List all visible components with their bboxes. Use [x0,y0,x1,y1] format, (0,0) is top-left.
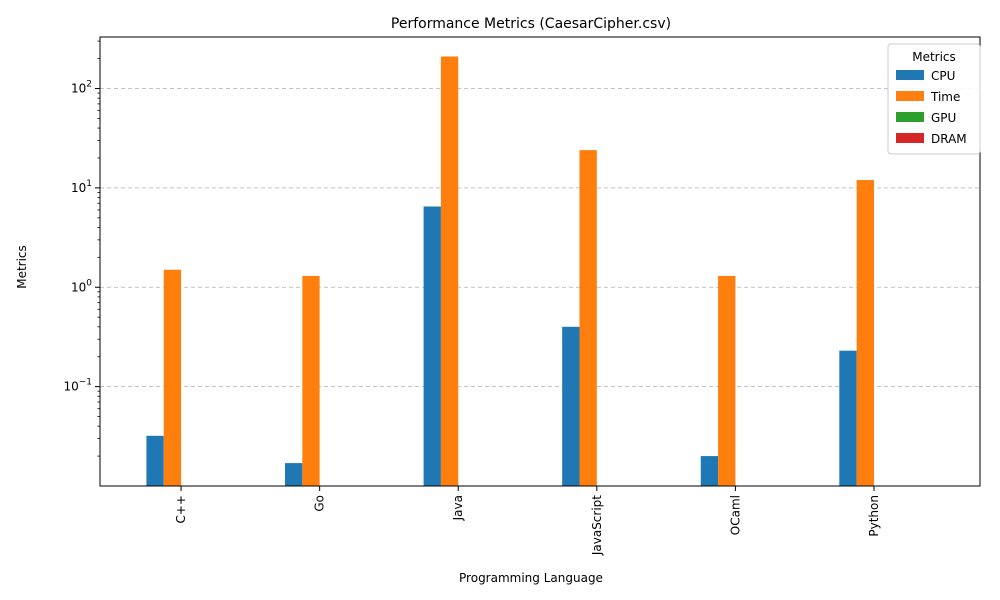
y-tick-label: 10−1 [63,378,92,394]
x-tick-label: C++ [174,495,188,524]
legend-label-dram: DRAM [931,132,967,146]
y-tick-label: 101 [71,179,92,195]
y-tick-mantissa: 10 [71,82,86,96]
y-axis-label: Metrics [15,245,29,289]
bar-cpu-python [839,350,857,486]
x-tick-label: Python [867,495,881,537]
legend: Metrics CPU Time GPU DRAM [887,43,981,155]
y-tick-mantissa: 10 [71,181,86,195]
y-tick-exponent: −1 [79,378,92,388]
bar-cpu-javascript [562,326,580,486]
bar-cpu-c [146,435,164,486]
y-tick-exponent: 0 [86,278,92,288]
y-tick-exponent: 2 [86,80,92,90]
bar-time-c [163,269,182,486]
legend-swatch-dram [896,133,924,143]
x-axis-label: Programming Language [459,571,603,585]
x-tick-label: JavaScript [590,495,604,556]
x-tick-label: OCaml [728,495,742,535]
y-tick-exponent: 1 [86,179,92,189]
legend-label-gpu: GPU [931,111,956,125]
legend-label-cpu: CPU [931,69,955,83]
x-tick-label: Go [313,495,327,512]
legend-swatch-time [896,91,924,101]
legend-label-time: Time [930,90,960,104]
bar-time-javascript [579,150,597,487]
y-tick-mantissa: 10 [71,280,86,294]
bar-time-java [440,56,459,487]
bar-cpu-ocaml [700,456,719,486]
y-tick-label: 100 [71,278,92,294]
legend-title: Metrics [912,50,956,64]
legend-swatch-cpu [896,70,924,80]
bar-cpu-java [423,206,441,486]
bars-layer [146,56,874,487]
bar-cpu-go [285,463,303,486]
chart-title: Performance Metrics (CaesarCipher.csv) [391,16,671,32]
bar-time-go [302,275,320,486]
bar-time-ocaml [718,275,736,486]
y-tick-mantissa: 10 [63,380,78,394]
x-tick-label: Java [451,495,465,521]
y-tick-label: 102 [71,80,92,96]
plot-frame [99,36,981,487]
bar-time-python [856,180,874,487]
legend-swatch-gpu [896,112,924,122]
